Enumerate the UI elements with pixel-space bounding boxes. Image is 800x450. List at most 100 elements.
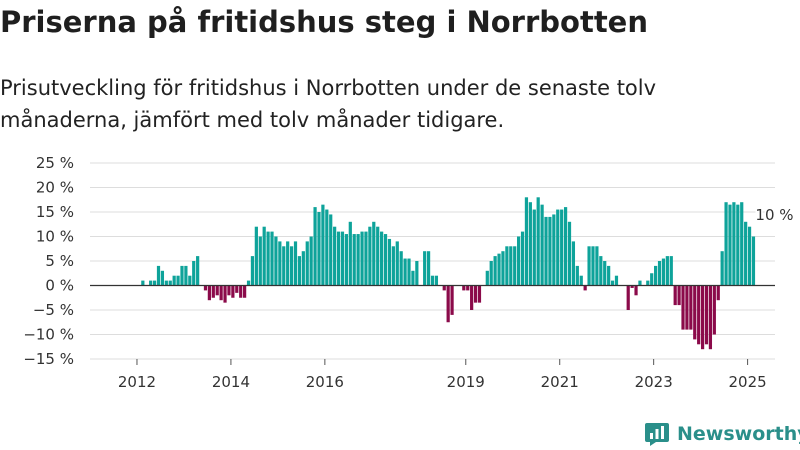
chart-bar [614, 275, 619, 286]
chart-bar [544, 216, 548, 286]
chart-bar [152, 280, 157, 286]
chart-bar [243, 285, 247, 298]
y-tick-label: 25 % [36, 154, 74, 172]
chart-bar [630, 285, 634, 288]
chart-subtitle: Prisutveckling för fritidshus i Norrbott… [0, 76, 657, 132]
chart-bar [704, 285, 709, 345]
grid-lines [90, 162, 775, 360]
chart-bar [364, 231, 368, 286]
chart-bar [560, 209, 564, 286]
chart-bar [571, 241, 576, 286]
chart-bar [501, 251, 505, 286]
chart-bar [646, 280, 650, 286]
chart-bar [329, 214, 333, 286]
chart-bar [430, 275, 435, 286]
x-tick-label: 2025 [729, 373, 767, 391]
chart-bar [333, 226, 337, 286]
chart-bar [470, 285, 474, 310]
chart-bar [258, 236, 262, 286]
chart-bar [426, 251, 431, 286]
chart-bar [747, 226, 752, 286]
chart-bar [579, 275, 583, 286]
chart-bar [513, 246, 517, 286]
chart-bar [489, 261, 493, 286]
chart-bar [673, 285, 677, 306]
chart-bar [250, 256, 255, 286]
y-tick-label: −15 % [23, 350, 74, 368]
chart-bar [340, 231, 345, 286]
chart-bar [356, 234, 360, 286]
chart-bar [505, 246, 509, 286]
chart-bar [517, 236, 521, 286]
y-tick-label: 0 % [45, 277, 74, 295]
chart-bar [607, 265, 611, 286]
chart-bar [744, 221, 748, 286]
chart-bar [149, 280, 153, 286]
y-tick-label: 15 % [36, 203, 74, 221]
chart-bar [497, 253, 501, 286]
chart-bar [223, 285, 227, 303]
chart-bar [192, 261, 196, 286]
chart-bar [724, 202, 728, 286]
chart-bar [266, 231, 270, 286]
chart-bar [172, 275, 176, 286]
chart-bar [293, 241, 298, 286]
chart-bar [650, 273, 654, 286]
chart-bar [536, 197, 540, 286]
chart-bar [325, 209, 329, 286]
chart-bar [693, 285, 697, 340]
chart-bar [305, 241, 309, 286]
chart-bar [348, 221, 352, 286]
chart-bar [634, 285, 638, 296]
bars [141, 197, 756, 350]
chart-bar [188, 275, 192, 286]
chart-bar [728, 204, 732, 286]
chart-bar [654, 265, 658, 286]
chart-bar [411, 270, 415, 286]
chart-bar [309, 236, 313, 286]
chart-bar [677, 285, 681, 306]
chart-bar [180, 265, 184, 286]
chart-bar [219, 285, 223, 301]
chart-bar [595, 246, 599, 286]
chart-bar [184, 265, 188, 286]
x-axis: 2012 2014 2016 2019 2021 2023 2025 [118, 359, 767, 391]
chart-bar [520, 231, 525, 286]
chart-bar [376, 226, 380, 286]
chart-bar [215, 285, 219, 296]
chart-bar [689, 285, 693, 330]
chart-bar [532, 209, 536, 286]
chart-bar [196, 256, 200, 286]
chart-bar [732, 202, 736, 286]
chart-bar [493, 256, 497, 286]
chart-bar [317, 212, 321, 286]
chart-bar [211, 285, 215, 298]
chart-bar [168, 280, 172, 286]
chart-bar [509, 246, 513, 286]
chart-bar [740, 202, 744, 286]
chart-bar [231, 285, 235, 298]
chart-bar [246, 280, 251, 286]
chart-bar [681, 285, 685, 330]
chart-bar [712, 285, 716, 335]
x-tick-label: 2021 [541, 373, 579, 391]
chart-bar [380, 231, 384, 286]
chart-bar [548, 216, 552, 286]
x-tick-label: 2023 [635, 373, 673, 391]
chart-bar [556, 209, 560, 286]
chart-bar [638, 280, 642, 286]
chart-bar [466, 285, 470, 291]
newsworthy-logo-text: Newsworthy [677, 423, 800, 445]
chart-bar [239, 285, 243, 298]
chart-bar [563, 207, 568, 286]
chart-bar [407, 258, 411, 286]
chart-bar [415, 261, 419, 286]
chart-bar [160, 270, 165, 286]
chart-bar [665, 256, 669, 286]
newsworthy-logo: Newsworthy [644, 420, 800, 448]
chart-bar [603, 261, 607, 286]
chart-bar [473, 285, 478, 303]
chart-bar [462, 285, 466, 291]
chart-bar [720, 251, 724, 286]
chart-bar [368, 226, 372, 286]
